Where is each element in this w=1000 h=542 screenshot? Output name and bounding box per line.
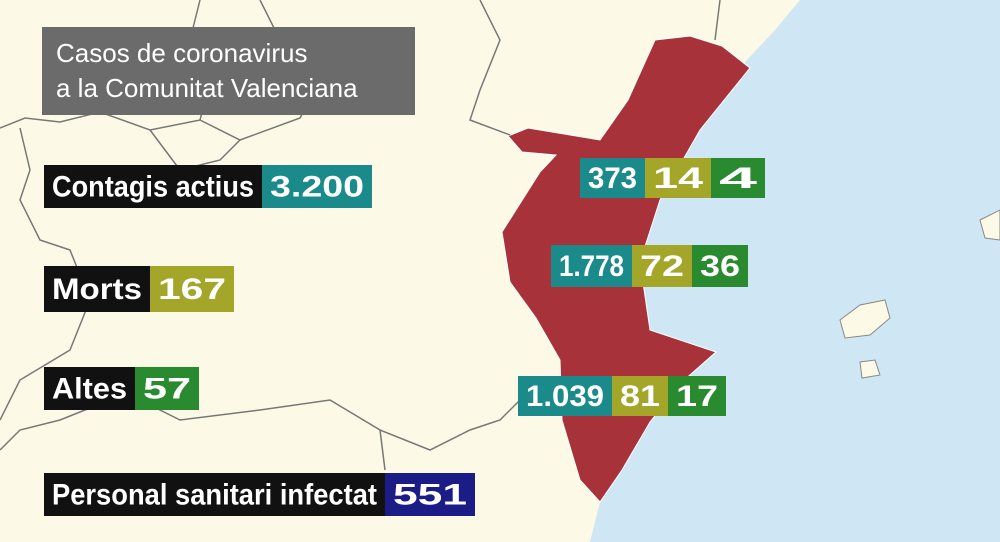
total-value-box [262,165,372,208]
province-active: 1.039 [526,380,604,413]
total-label: Contagis actius [52,170,254,203]
total-value-box [135,367,199,410]
total-label-box [44,367,135,410]
province-deaths-box [612,376,668,416]
total-value: 167 [158,273,226,306]
province-active-box [580,158,645,198]
total-label-box [44,473,385,516]
total-label: Personal sanitari infectat [52,478,377,511]
province-recovered: 36 [700,250,740,283]
total-label: Altes [52,372,127,405]
province-deaths-box [632,245,692,287]
province-active: 1.778 [559,250,624,283]
total-value: 57 [143,372,191,405]
total-label: Morts [52,273,142,306]
province-deaths: 14 [653,162,703,195]
title-line: Casos de coronavirus [56,38,307,68]
total-value: 3.200 [270,170,364,203]
province-active-box [518,376,612,416]
province-recovered-box [668,376,726,416]
total-value: 551 [393,478,467,511]
title-line: a la Comunitat Valenciana [56,73,358,103]
province-recovered-box [692,245,748,287]
total-label-box [44,165,262,208]
province-active: 373 [588,162,637,195]
labels: Contagis actius 3.200 Morts 167 Altes 57 Perso… [44,158,765,516]
province-deaths: 81 [620,380,660,413]
total-label-box [44,266,150,312]
province-deaths-box [645,158,711,198]
province-recovered: 4 [719,162,758,195]
total-value-box [385,473,475,516]
total-value-box [150,266,234,312]
province-recovered-box [711,158,765,198]
title-box [42,27,415,115]
province-recovered: 17 [676,380,718,413]
islands [839,209,1000,379]
province-deaths: 72 [640,250,684,283]
province-active-box [551,245,632,287]
